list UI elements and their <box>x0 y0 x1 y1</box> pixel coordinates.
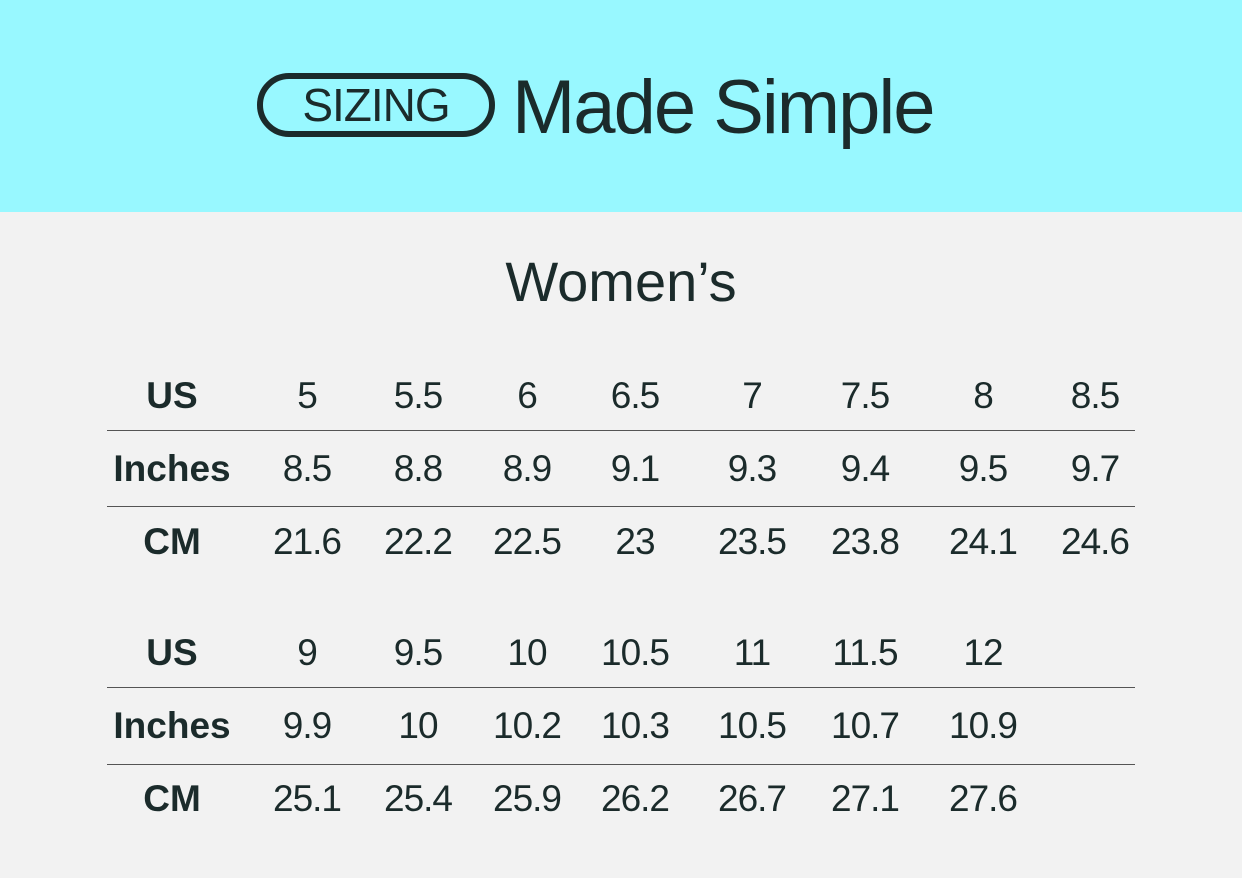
table-cell: 6 <box>517 375 538 416</box>
table-cell: 5.5 <box>393 375 443 416</box>
table-cell: 25.9 <box>492 778 562 819</box>
table-cell: 23.8 <box>830 521 900 562</box>
table-cell: 8 <box>973 375 994 416</box>
table-cell: 25.1 <box>272 778 342 819</box>
table-cell: 12 <box>963 632 1003 673</box>
table-cell: 22.5 <box>492 521 562 562</box>
table-cell: 24.6 <box>1060 521 1130 562</box>
row-label: CM <box>143 778 201 819</box>
table-cell: 9.5 <box>393 632 443 673</box>
section-title: Women’s <box>505 250 737 313</box>
row-label: Inches <box>113 705 231 746</box>
table-cell: 8.9 <box>502 448 552 489</box>
table-cell: 9.1 <box>610 448 660 489</box>
table-cell: 9.7 <box>1070 448 1120 489</box>
row-divider <box>107 430 1135 431</box>
table-cell: 10.7 <box>830 705 900 746</box>
table-cell: 26.2 <box>600 778 670 819</box>
row-divider <box>107 506 1135 507</box>
table-row: Inches 8.5 8.8 8.9 9.1 9.3 9.4 9.5 9.7 <box>0 449 1242 489</box>
table-cell: 26.7 <box>717 778 787 819</box>
table-row: Inches 9.9 10 10.2 10.3 10.5 10.7 10.9 <box>0 706 1242 746</box>
table-cell: 25.4 <box>383 778 453 819</box>
row-divider <box>107 687 1135 688</box>
table-cell: 10.5 <box>600 632 670 673</box>
sizing-badge: SIZING <box>257 73 495 137</box>
table-cell: 9.4 <box>840 448 890 489</box>
table-cell: 8.5 <box>282 448 332 489</box>
header-title: Made Simple <box>512 65 936 150</box>
table-cell: 8.5 <box>1070 375 1120 416</box>
table-cell: 10 <box>507 632 547 673</box>
table-cell: 23.5 <box>717 521 787 562</box>
row-label: Inches <box>113 448 231 489</box>
row-label: US <box>146 632 198 673</box>
table-cell: 11 <box>733 632 771 673</box>
table-cell: 10.2 <box>492 705 562 746</box>
table-cell: 8.8 <box>393 448 443 489</box>
table-cell: 7 <box>742 375 763 416</box>
table-cell: 5 <box>297 375 318 416</box>
table-cell: 23 <box>615 521 655 562</box>
table-cell: 10.9 <box>948 705 1018 746</box>
table-cell: 27.1 <box>830 778 900 819</box>
table-cell: 11.5 <box>832 632 898 673</box>
table-cell: 24.1 <box>948 521 1018 562</box>
table-cell: 9.5 <box>958 448 1008 489</box>
table-row: US 9 9.5 10 10.5 11 11.5 12 <box>0 633 1242 673</box>
table-cell: 10 <box>398 705 438 746</box>
table-cell: 7.5 <box>840 375 890 416</box>
table-cell: 9.9 <box>282 705 332 746</box>
row-label: CM <box>143 521 201 562</box>
table-cell: 9 <box>297 632 318 673</box>
table-row: CM 25.1 25.4 25.9 26.2 26.7 27.1 27.6 <box>0 779 1242 819</box>
table-cell: 21.6 <box>272 521 342 562</box>
table-cell: 6.5 <box>610 375 660 416</box>
table-row: US 5 5.5 6 6.5 7 7.5 8 8.5 <box>0 376 1242 416</box>
table-cell: 22.2 <box>383 521 453 562</box>
table-cell: 27.6 <box>948 778 1018 819</box>
row-label: US <box>146 375 198 416</box>
table-cell: 10.3 <box>600 705 670 746</box>
header-banner: SIZING Made Simple <box>0 0 1242 212</box>
row-divider <box>107 764 1135 765</box>
table-cell: 9.3 <box>727 448 777 489</box>
table-row: CM 21.6 22.2 22.5 23 23.5 23.8 24.1 24.6 <box>0 522 1242 562</box>
table-cell: 10.5 <box>717 705 787 746</box>
